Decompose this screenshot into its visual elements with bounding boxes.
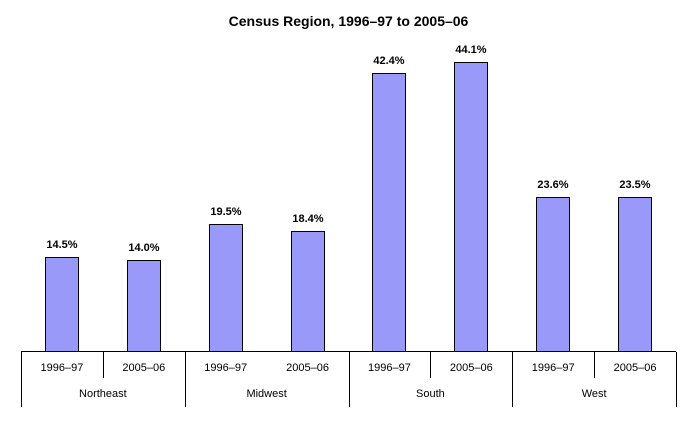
bar-value-label: 42.4% — [373, 55, 405, 67]
group-boundary-line — [676, 352, 677, 407]
bar-value-label: 44.1% — [455, 44, 487, 56]
x-axis-year-label: 1996–97 — [368, 362, 411, 374]
bar-west-1996-97 — [536, 197, 570, 352]
group-boundary-line — [21, 352, 22, 407]
chart-title: Census Region, 1996–97 to 2005–06 — [228, 13, 469, 29]
year-divider-line — [594, 352, 595, 378]
bar-midwest-2005-06 — [291, 231, 325, 352]
x-axis-region-label-midwest: Midwest — [246, 388, 287, 400]
bar-value-label: 18.4% — [292, 213, 324, 225]
x-axis-year-label: 2005–06 — [122, 362, 166, 374]
x-axis-region-label-south: South — [416, 388, 445, 400]
x-axis-region-label-west: West — [581, 388, 607, 400]
bar-northeast-2005-06 — [127, 260, 161, 352]
year-divider-line — [430, 352, 431, 378]
bar-value-label: 19.5% — [210, 206, 242, 218]
bar-south-2005-06 — [454, 62, 488, 352]
bar-value-label: 14.0% — [128, 242, 160, 254]
bar-northeast-1996-97 — [45, 257, 79, 352]
group-boundary-line — [512, 352, 513, 407]
group-boundary-line — [185, 352, 186, 407]
year-divider-line — [103, 352, 104, 378]
x-axis-year-label: 1996–97 — [40, 362, 84, 374]
bar-value-label: 23.5% — [619, 179, 651, 191]
x-axis-year-label: 2005–06 — [286, 362, 329, 374]
x-axis-year-label: 1996–97 — [531, 362, 575, 374]
x-axis-year-label: 2005–06 — [449, 362, 493, 374]
x-axis-year-label: 1996–97 — [204, 362, 248, 374]
group-boundary-line — [349, 352, 350, 407]
x-axis-year-label: 2005–06 — [613, 362, 657, 374]
bar-west-2005-06 — [618, 197, 652, 352]
bar-value-label: 23.6% — [537, 179, 569, 191]
bar-midwest-1996-97 — [209, 224, 243, 352]
bar-value-label: 14.5% — [46, 239, 78, 251]
x-axis-region-label-northeast: Northeast — [79, 388, 127, 400]
bar-south-1996-97 — [372, 73, 406, 352]
x-axis-baseline — [21, 351, 676, 352]
